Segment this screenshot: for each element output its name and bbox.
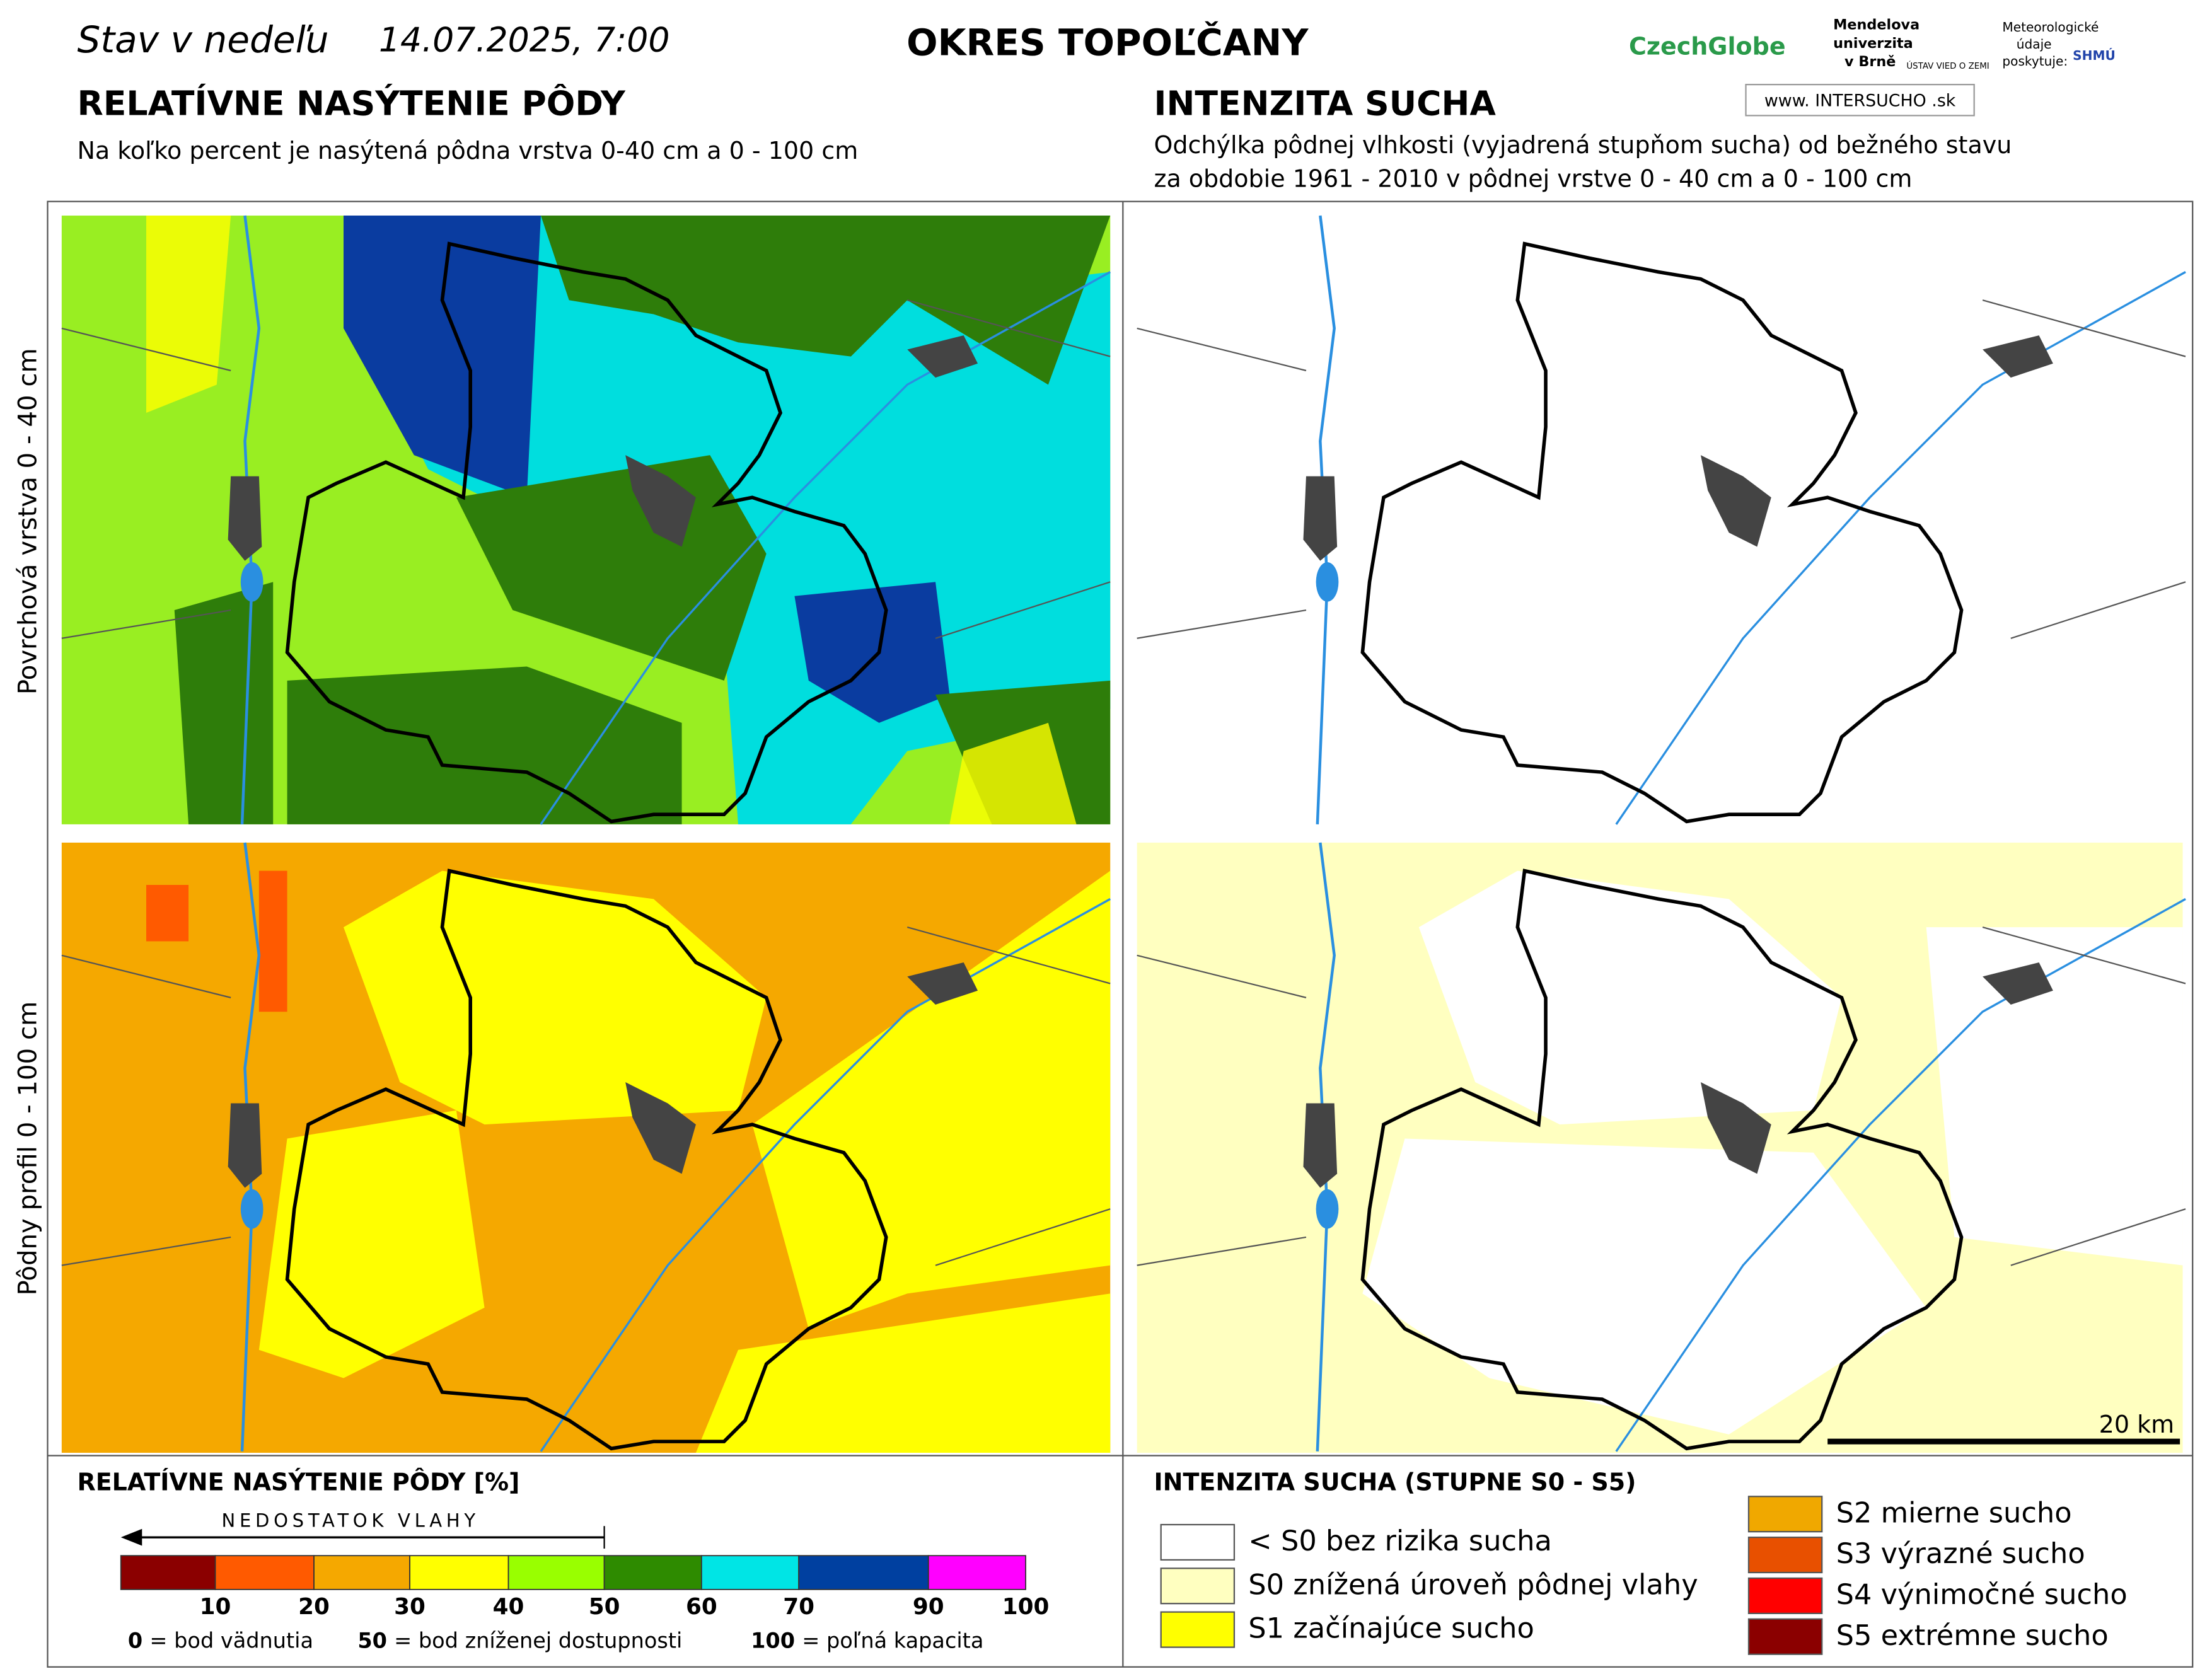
legend-note: 100 = poľná kapacita — [751, 1628, 983, 1653]
logo: ÚSTAV VIED O ZEMI — [1906, 60, 1989, 71]
map — [62, 843, 1110, 1453]
map — [1137, 843, 2186, 1453]
note-text: = bod zníženej dostupnosti — [394, 1628, 682, 1653]
section-title: INTENZITA SUCHA — [1154, 83, 1497, 123]
colorbar-tick-label: 30 — [394, 1594, 426, 1620]
logo-box — [1745, 84, 1975, 117]
colorbar-tick-label: 60 — [686, 1594, 717, 1620]
row-label: Povrchová vrstva 0 - 40 cm — [13, 348, 42, 695]
logo: Meteorologické — [2002, 20, 2099, 35]
frame — [47, 200, 2194, 1668]
section-subtitle: za obdobie 1961 - 2010 v pôdnej vrstve 0… — [1154, 165, 1913, 193]
logo: údaje — [2017, 37, 2052, 52]
note-key: 50 — [357, 1628, 387, 1653]
logo: v Brně — [1844, 54, 1896, 70]
logo: Mendelova — [1833, 17, 1920, 33]
legend-title: INTENZITA SUCHA (STUPNE S0 - S5) — [1154, 1469, 1636, 1496]
map — [62, 216, 1110, 824]
colorbar: 10 20 30 40 50 60 70 90 100 — [120, 1555, 1050, 1620]
legend-label: S2 mierne sucho — [1836, 1496, 2072, 1529]
date: 14.07.2025, 7:00 — [379, 20, 670, 60]
note-text: = poľná kapacita — [802, 1628, 983, 1653]
legend: < S0 bez rizika sucha S0 znížená úroveň p… — [1160, 1496, 2128, 1655]
legend-notes: 0 = bod vädnutia 50 = bod zníženej dostupno… — [128, 1628, 983, 1653]
legend-label: S4 výnimočné sucho — [1836, 1578, 2128, 1611]
legend-swatch — [1160, 1611, 1236, 1648]
colorbar-tick-label: 10 — [200, 1594, 231, 1620]
scale-label: 20 km — [2099, 1411, 2174, 1438]
legend-swatch — [1747, 1618, 1823, 1655]
legend-label: S1 začínajúce sucho — [1248, 1612, 1534, 1645]
colorbar-tick-label: 20 — [298, 1594, 330, 1620]
note-key: 100 — [751, 1628, 795, 1653]
section-subtitle: Odchýlka pôdnej vlhkosti (vyjadrená stup… — [1154, 131, 2012, 159]
legend-swatch — [1160, 1523, 1236, 1561]
legend-label: S0 znížená úroveň pôdnej vlahy — [1248, 1567, 1698, 1601]
legend-arrow-label: NEDOSTATOK VLAHY — [222, 1510, 480, 1532]
legend-swatch — [1747, 1537, 1823, 1574]
colorbar-segment — [120, 1555, 216, 1590]
legend-swatch — [1747, 1496, 1823, 1533]
note-key: 0 — [128, 1628, 142, 1653]
legend-label: < S0 bez rizika sucha — [1248, 1524, 1552, 1557]
section-subtitle: Na koľko percent je nasýtená pôdna vrstv… — [77, 137, 858, 165]
colorbar-tick-label: 70 — [783, 1594, 814, 1620]
logo: www. INTERSUCHO .sk — [1764, 91, 1956, 110]
colorbar-segment — [409, 1555, 509, 1590]
colorbar-segment — [313, 1555, 410, 1590]
legend-arrowhead — [120, 1528, 142, 1546]
legend-note: 0 = bod vädnutia — [128, 1628, 313, 1653]
colorbar-tick-label: 100 — [1002, 1594, 1050, 1620]
logo: CzechGlobe — [1629, 33, 1786, 61]
colorbar-segment — [507, 1555, 605, 1590]
colorbar-tick-label: 90 — [913, 1594, 944, 1620]
legend-title: RELATÍVNE NASÝTENIE PÔDY [%] — [77, 1469, 519, 1496]
logo: SHMÚ — [2073, 48, 2116, 63]
logo: poskytuje: — [2002, 54, 2068, 69]
legend-swatch — [1160, 1567, 1236, 1605]
colorbar-segment — [927, 1555, 1026, 1590]
logo: univerzita — [1833, 35, 1913, 52]
district: OKRES TOPOĽČANY — [906, 21, 1309, 64]
legend-label: S3 výrazné sucho — [1836, 1537, 2085, 1570]
section-title: RELATÍVNE NASÝTENIE PÔDY — [77, 83, 626, 123]
colorbar-segment — [603, 1555, 702, 1590]
colorbar-tick-label: 50 — [589, 1594, 620, 1620]
date-prefix: Stav v nedeľu — [77, 18, 328, 61]
map — [1137, 216, 2186, 824]
note-text: = bod vädnutia — [149, 1628, 313, 1653]
row-label: Pôdny profil 0 - 100 cm — [13, 1002, 42, 1296]
legend-swatch — [1747, 1577, 1823, 1614]
legend-label: S5 extrémne sucho — [1836, 1619, 2109, 1652]
colorbar-segment — [700, 1555, 800, 1590]
colorbar-tick-label: 40 — [493, 1594, 524, 1620]
colorbar-segment — [214, 1555, 315, 1590]
colorbar-segment — [798, 1555, 929, 1590]
legend-note: 50 = bod zníženej dostupnosti — [357, 1628, 682, 1653]
